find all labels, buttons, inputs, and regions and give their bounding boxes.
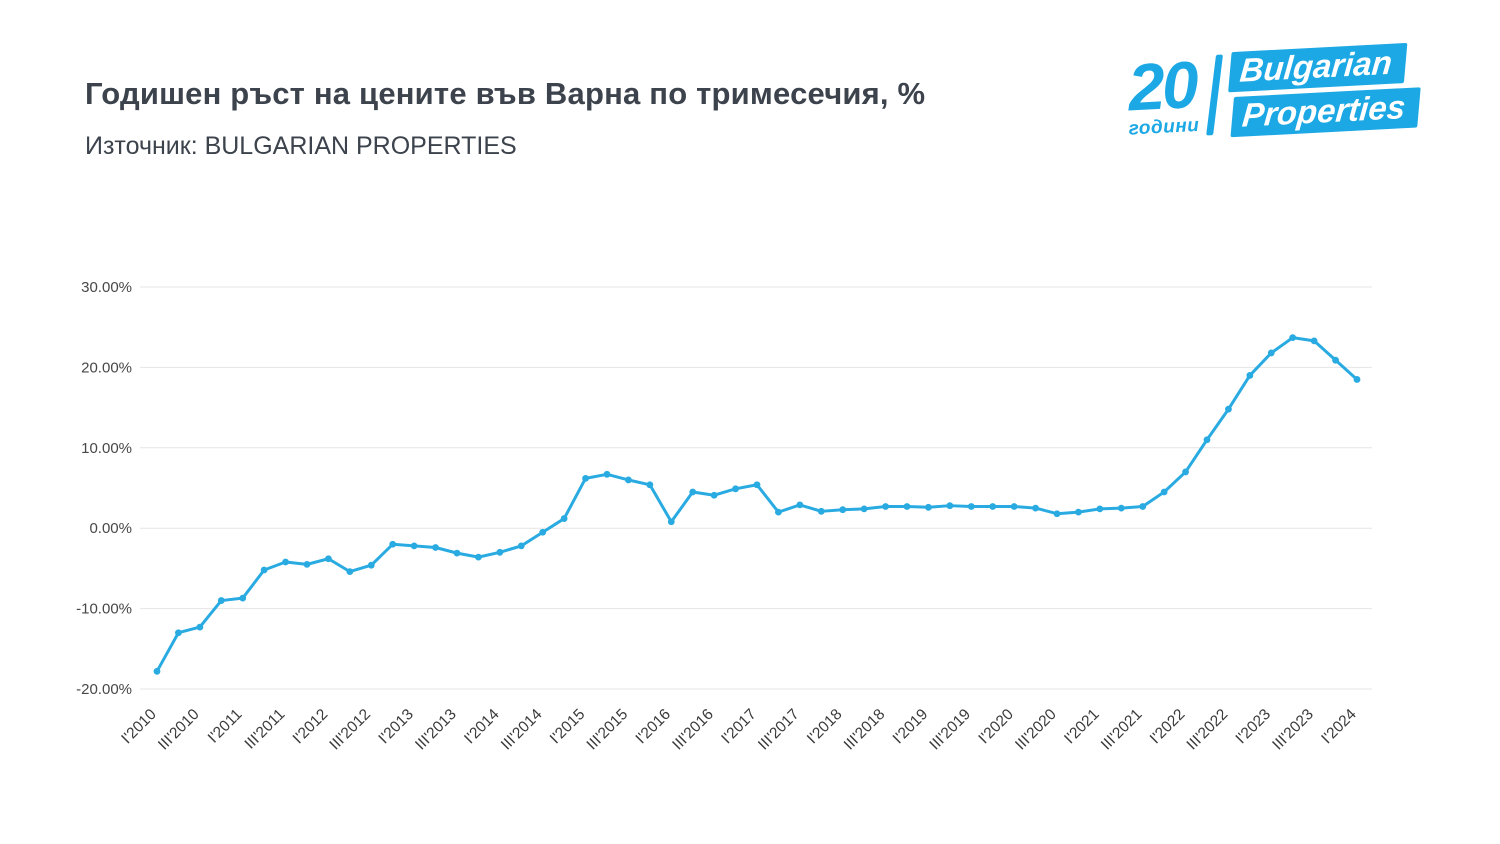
- data-point: [239, 594, 247, 602]
- x-tick-label: III'2014: [498, 706, 546, 754]
- x-tick-label: III'2016: [669, 706, 717, 754]
- data-point: [967, 503, 975, 510]
- data-point: [367, 561, 375, 569]
- x-tick-label: III'2012: [326, 706, 374, 754]
- x-tick-label: I'2017: [718, 706, 760, 748]
- price-growth-line: [155, 336, 1359, 673]
- y-tick-label: 10.00%: [81, 440, 132, 457]
- data-point: [175, 629, 182, 637]
- data-point: [925, 503, 932, 511]
- data-point: [1225, 405, 1232, 413]
- data-point: [496, 548, 504, 556]
- data-point: [346, 568, 354, 576]
- y-tick-label: 30.00%: [81, 279, 132, 296]
- data-point: [1310, 337, 1318, 345]
- x-tick-label: III'2022: [1184, 706, 1232, 754]
- data-point: [625, 476, 632, 484]
- data-point: [217, 597, 225, 604]
- data-point: [903, 503, 911, 510]
- x-tick-label: III'2019: [926, 706, 974, 754]
- data-point: [1353, 376, 1361, 383]
- data-point: [1160, 488, 1168, 496]
- data-point: [1032, 504, 1039, 512]
- data-point: [432, 544, 439, 551]
- data-point: [753, 481, 761, 489]
- x-tick-label: I'2021: [1061, 706, 1103, 748]
- data-point: [1203, 436, 1211, 444]
- x-tick-label: I'2014: [461, 706, 503, 748]
- data-point: [1096, 505, 1104, 513]
- data-point: [796, 501, 804, 509]
- data-point: [989, 503, 997, 510]
- data-point: [839, 506, 847, 514]
- x-tick-label: I'2013: [375, 706, 417, 748]
- data-point: [517, 542, 525, 550]
- x-tick-label: I'2022: [1147, 706, 1189, 748]
- x-tick-label: I'2015: [547, 706, 589, 748]
- x-tick-label: III'2020: [1012, 706, 1060, 754]
- chart-title: Годишен ръст на цените във Варна по трим…: [85, 76, 926, 111]
- x-tick-label: I'2018: [804, 706, 846, 748]
- y-tick-label: -10.00%: [76, 601, 132, 618]
- y-tick-label: 0.00%: [89, 520, 132, 537]
- x-tick-label: I'2010: [118, 706, 160, 748]
- x-tick-label: III'2018: [841, 706, 889, 754]
- y-tick-label: 20.00%: [81, 359, 132, 376]
- data-point: [560, 515, 568, 522]
- x-tick-label: I'2024: [1318, 706, 1360, 748]
- data-point: [689, 488, 697, 496]
- data-point: [539, 528, 547, 536]
- data-point: [410, 542, 418, 550]
- chart-source: Източник: BULGARIAN PROPERTIES: [85, 132, 517, 160]
- data-point: [260, 566, 268, 574]
- data-point: [1053, 510, 1061, 518]
- data-point: [946, 502, 954, 510]
- x-tick-label: III'2021: [1098, 706, 1146, 754]
- data-point: [303, 560, 311, 568]
- data-point: [453, 549, 461, 557]
- data-point: [882, 503, 889, 510]
- data-point: [282, 558, 289, 566]
- x-tick-label: III'2023: [1269, 706, 1317, 754]
- x-tick-label: I'2020: [975, 706, 1017, 748]
- data-point: [1332, 356, 1339, 364]
- x-tick-label: III'2015: [584, 706, 632, 754]
- x-tick-label: III'2011: [242, 706, 289, 753]
- data-point: [582, 474, 589, 482]
- chart-header: Годишен ръст на цените във Варна по трим…: [85, 76, 925, 161]
- data-point: [1117, 504, 1125, 512]
- x-tick-label: I'2016: [633, 706, 675, 748]
- data-point: [1267, 349, 1275, 357]
- x-tick-label: I'2023: [1233, 706, 1275, 748]
- data-point: [1075, 508, 1082, 516]
- x-tick-label: I'2011: [205, 706, 246, 747]
- data-point: [646, 481, 654, 489]
- data-point: [710, 491, 718, 499]
- data-point: [603, 470, 611, 478]
- data-point: [667, 518, 675, 526]
- data-point: [1246, 372, 1254, 379]
- x-tick-label: I'2019: [890, 706, 932, 748]
- data-point: [860, 505, 868, 513]
- x-tick-label: III'2013: [412, 706, 460, 754]
- data-point: [1010, 503, 1018, 510]
- data-point: [817, 507, 825, 515]
- x-tick-label: I'2012: [290, 706, 332, 748]
- data-point: [389, 540, 397, 548]
- data-point: [732, 485, 739, 493]
- data-point: [196, 623, 204, 631]
- x-tick-label: III'2017: [755, 706, 803, 754]
- data-point: [775, 508, 782, 516]
- data-point: [1182, 468, 1189, 476]
- data-point: [475, 553, 482, 561]
- x-tick-label: III'2010: [155, 706, 203, 754]
- y-tick-label: -20.00%: [76, 681, 132, 698]
- data-point: [325, 555, 332, 563]
- data-point: [1139, 503, 1147, 510]
- data-point: [1289, 334, 1297, 342]
- data-point: [153, 667, 161, 675]
